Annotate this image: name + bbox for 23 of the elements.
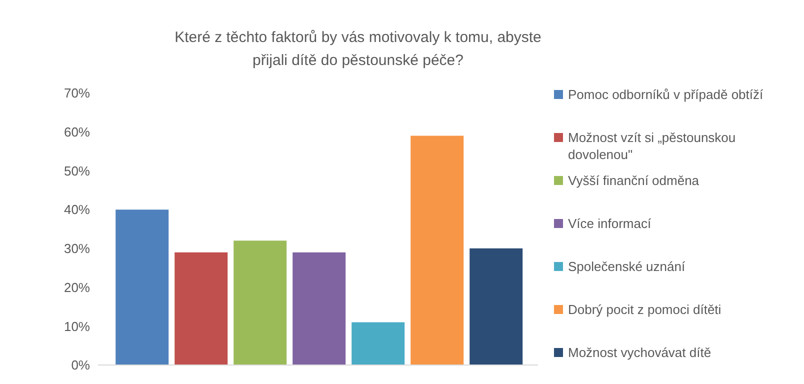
y-tick-label: 20% (64, 280, 90, 295)
legend-label: Vyšší finanční odměna (568, 172, 700, 189)
bar (410, 136, 464, 365)
bar (234, 240, 287, 365)
chart-title: Které z těchto faktorů by vás motivovaly k tomu, abyste přijali dítě do pěstounské péče? (174, 28, 542, 71)
y-tick-label: 10% (64, 318, 90, 334)
bar (470, 248, 523, 365)
legend-label: Dobrý pocit z pomoci dítěti (568, 301, 722, 318)
legend-label: Možnost vzít si „pěstounskou dovolenou" (568, 129, 737, 163)
legend-label: Pomoc odborníků v případě obtíží (568, 86, 764, 103)
y-tick-label: 40% (64, 202, 90, 218)
bar (292, 252, 346, 365)
y-tick-label: 70% (64, 86, 90, 101)
legend-label: Možnost vychovávat dítě (568, 344, 712, 361)
bar (174, 252, 228, 365)
y-tick-label: 0% (71, 358, 90, 373)
bar (352, 322, 405, 365)
y-tick-label: 30% (64, 241, 90, 256)
legend-label: Více informací (568, 215, 652, 232)
legend-label: Společenské uznání (568, 258, 686, 275)
y-tick-label: 60% (64, 124, 90, 140)
bar (116, 210, 169, 365)
y-tick-label: 50% (64, 163, 90, 178)
